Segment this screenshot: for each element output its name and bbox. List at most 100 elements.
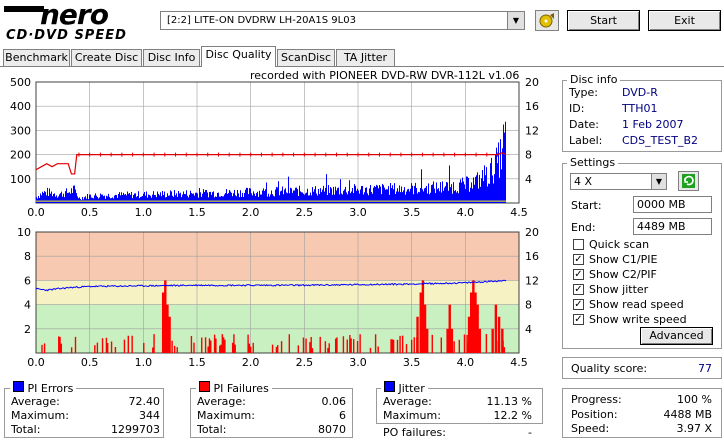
- disc-info-title: Disc info: [567, 73, 621, 86]
- pi-failures-title-wrap: PI Failures: [196, 381, 272, 395]
- y2-tick-label: 12: [525, 274, 539, 287]
- chevron-down-icon[interactable]: ▼: [651, 174, 666, 189]
- x-tick-label: 3.0: [349, 356, 367, 369]
- quality-score-value: 77: [698, 362, 712, 375]
- speed-label: Speed:: [571, 422, 610, 435]
- tab-disc-quality[interactable]: Disc Quality: [201, 46, 276, 67]
- checkbox-label: Show write speed: [589, 313, 687, 326]
- x-tick-label: 4.5: [510, 356, 528, 369]
- drive-select[interactable]: [2:2] LITE-ON DVDRW LH-20A1S 9L03 ▼: [160, 11, 525, 30]
- tab-create-disc[interactable]: Create Disc: [71, 49, 142, 66]
- y2-tick-label: 16: [525, 250, 539, 263]
- tab-disc-info[interactable]: Disc Info: [143, 49, 200, 66]
- checkbox-show-write-speed[interactable]: ✓: [573, 314, 584, 325]
- settings-title: Settings: [567, 156, 619, 169]
- x-tick-label: 0.5: [81, 206, 99, 219]
- checkbox-show-c1-pie[interactable]: ✓: [573, 254, 584, 265]
- x-tick-label: 2.5: [296, 206, 314, 219]
- y2-tick-label: 12: [525, 124, 539, 137]
- progress-box: [562, 388, 722, 438]
- pi-errors-title-wrap: PI Errors: [10, 381, 77, 395]
- y2-tick-label: 8: [525, 299, 532, 312]
- jitter-avg: 11.13 %: [486, 395, 532, 408]
- eject-button[interactable]: [535, 10, 559, 31]
- pi-failures-max: 6: [339, 409, 346, 422]
- jitter-avg-label: Average:: [383, 395, 432, 408]
- x-tick-label: 4.0: [457, 356, 475, 369]
- product-logo: CD·DVD SPEED: [6, 28, 127, 43]
- tab-divider: [0, 66, 724, 67]
- x-tick-label: 1.0: [135, 206, 153, 219]
- pi-failures-avg: 0.06: [321, 395, 347, 408]
- y-tick-label: 6: [24, 274, 31, 287]
- checkbox-quick-scan[interactable]: [573, 239, 584, 250]
- x-tick-label: 2.5: [296, 356, 314, 369]
- pi-errors-avg: 72.40: [128, 395, 161, 408]
- zone-mid: [36, 280, 519, 305]
- checkbox-label: Quick scan: [589, 238, 650, 251]
- nero-logo: nero: [40, 0, 109, 31]
- y2-tick-label: 20: [525, 226, 539, 239]
- jitter-line: [35, 279, 507, 292]
- progress-value: 100 %: [677, 393, 712, 406]
- po-failures-label: PO failures:: [383, 426, 446, 439]
- disc-date-value: 1 Feb 2007: [622, 118, 684, 131]
- refresh-button[interactable]: [678, 171, 699, 191]
- tab-benchmark[interactable]: Benchmark: [3, 49, 70, 66]
- pi-errors-total: 1299703: [111, 423, 160, 436]
- quality-score-label: Quality score:: [571, 362, 648, 375]
- disc-date-label: Date:: [569, 118, 599, 131]
- disc-type-value: DVD-R: [622, 86, 658, 99]
- checkbox-show-c2-pif[interactable]: ✓: [573, 269, 584, 280]
- y-tick-label: 200: [10, 149, 31, 162]
- x-tick-label: 4.5: [510, 206, 528, 219]
- y2-tick-label: 16: [525, 100, 539, 113]
- pi-failures-max-label: Maximum:: [197, 409, 255, 422]
- settings-group: [562, 163, 722, 349]
- pi-failures-avg-label: Average:: [197, 395, 246, 408]
- advanced-button[interactable]: Advanced: [640, 327, 713, 345]
- jitter-color-icon: [384, 381, 395, 392]
- position-label: Position:: [571, 408, 618, 421]
- chevron-down-icon[interactable]: ▼: [507, 12, 524, 29]
- speed-select[interactable]: 4 X ▼: [570, 173, 667, 190]
- end-label: End:: [571, 221, 596, 234]
- checkbox-label: Show C2/PIF: [589, 268, 657, 281]
- plot-background: [36, 82, 519, 203]
- checkbox-show-jitter[interactable]: ✓: [573, 284, 584, 295]
- po-failures-value: -: [528, 426, 532, 439]
- jitter-max: 12.2 %: [493, 409, 532, 422]
- disc-info-group: [562, 80, 722, 152]
- x-tick-label: 4.0: [457, 206, 475, 219]
- pi-errors-total-label: Total:: [11, 423, 41, 436]
- pi-failures-total-label: Total:: [197, 423, 227, 436]
- start-button[interactable]: Start: [567, 10, 640, 31]
- y-tick-label: 10: [17, 226, 31, 239]
- logo-bar: [4, 6, 44, 12]
- y-tick-label: 100: [10, 173, 31, 186]
- pi-failures-chart: 0.0 0.5 1.0 1.5 2.0 2.5 3.0 3.5 4.0 4.5 2 4 6 8 10 4 8 12…: [17, 226, 539, 369]
- x-tick-label: 0.0: [27, 206, 45, 219]
- refresh-icon: [682, 174, 695, 188]
- pi-errors-avg-label: Average:: [11, 395, 60, 408]
- checkbox-label: Show read speed: [589, 298, 684, 311]
- disc-id-label: ID:: [569, 102, 585, 115]
- checkbox-label: Show jitter: [589, 283, 649, 296]
- x-tick-label: 0.0: [27, 356, 45, 369]
- y2-tick-label: 8: [525, 149, 532, 162]
- end-mb-input[interactable]: 4489 MB: [633, 218, 712, 235]
- disc-label-value: CDS_TEST_B2: [622, 134, 699, 147]
- quality-score-box: [562, 357, 722, 379]
- tab-ta-jitter[interactable]: TA Jitter: [336, 49, 395, 66]
- position-value: 4488 MB: [663, 408, 712, 421]
- y2-tick-label: 4: [525, 173, 532, 186]
- x-tick-label: 2.0: [242, 206, 260, 219]
- speed-select-value: 4 X: [574, 175, 593, 188]
- pi-errors-chart: 0.0 0.5 1.0 1.5 2.0 2.5 3.0 3.5 4.0 4.5 100 200 300 4…: [10, 76, 539, 219]
- start-mb-input[interactable]: 0000 MB: [633, 196, 712, 213]
- disc-type-label: Type:: [569, 86, 598, 99]
- tab-scandisc[interactable]: ScanDisc: [277, 49, 335, 66]
- y-tick-label: 8: [24, 250, 31, 263]
- exit-button[interactable]: Exit: [648, 10, 721, 31]
- checkbox-show-read-speed[interactable]: ✓: [573, 299, 584, 310]
